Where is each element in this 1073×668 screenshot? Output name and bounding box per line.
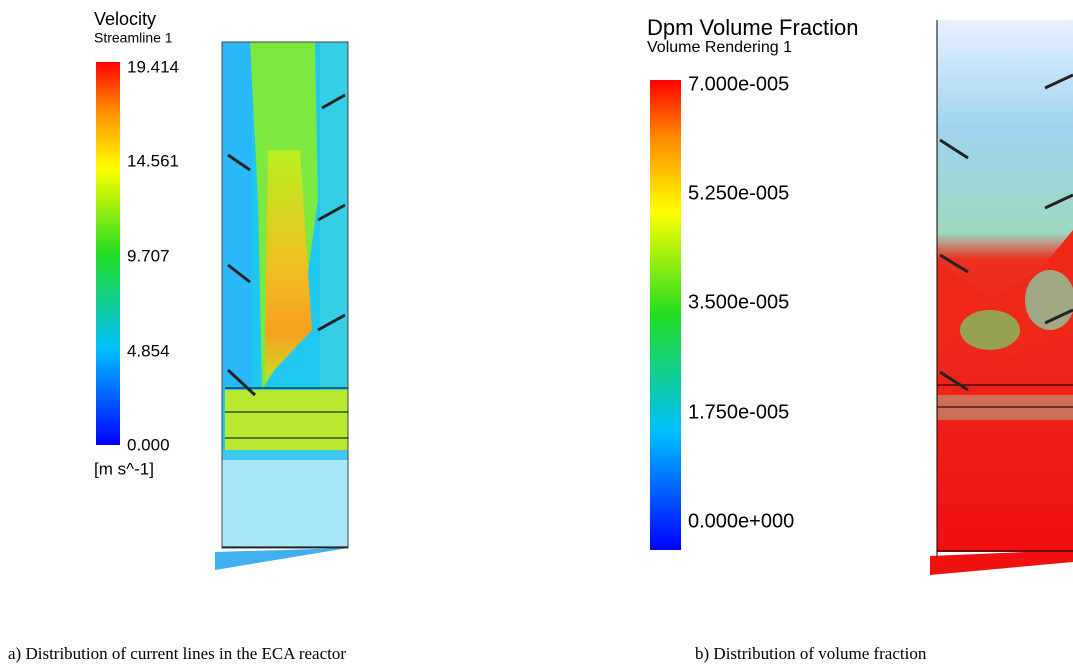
- reactor-streamlines: [215, 42, 348, 570]
- colorbar: [96, 62, 120, 445]
- figure: Velocity Streamline 1 19.414 14.561 9.70…: [0, 0, 1073, 668]
- colorbar-label: 14.561: [127, 151, 179, 170]
- colorbar-label: 0.000e+000: [688, 510, 794, 532]
- colorbar-label: 4.854: [127, 341, 170, 360]
- reactor-volume: [930, 20, 1073, 575]
- colorbar-label: 3.500e-005: [688, 291, 789, 313]
- legend-title: Dpm Volume Fraction: [647, 15, 859, 40]
- legend-title: Velocity: [94, 9, 156, 29]
- colorbar: [650, 80, 681, 550]
- caption: a) Distribution of current lines in the …: [8, 644, 346, 663]
- colorbar-label: 9.707: [127, 246, 170, 265]
- colorbar-label: 5.250e-005: [688, 182, 789, 204]
- legend-subtitle: Streamline 1: [94, 30, 173, 46]
- colorbar-label: 19.414: [127, 57, 179, 76]
- colorbar-label: 0.000: [127, 435, 170, 454]
- colorbar-label: 1.750e-005: [688, 401, 789, 423]
- caption: b) Distribution of volume fraction: [695, 644, 927, 663]
- legend-subtitle: Volume Rendering 1: [647, 39, 792, 56]
- colorbar-unit: [m s^-1]: [94, 459, 154, 478]
- colorbar-label: 7.000e-005: [688, 73, 789, 95]
